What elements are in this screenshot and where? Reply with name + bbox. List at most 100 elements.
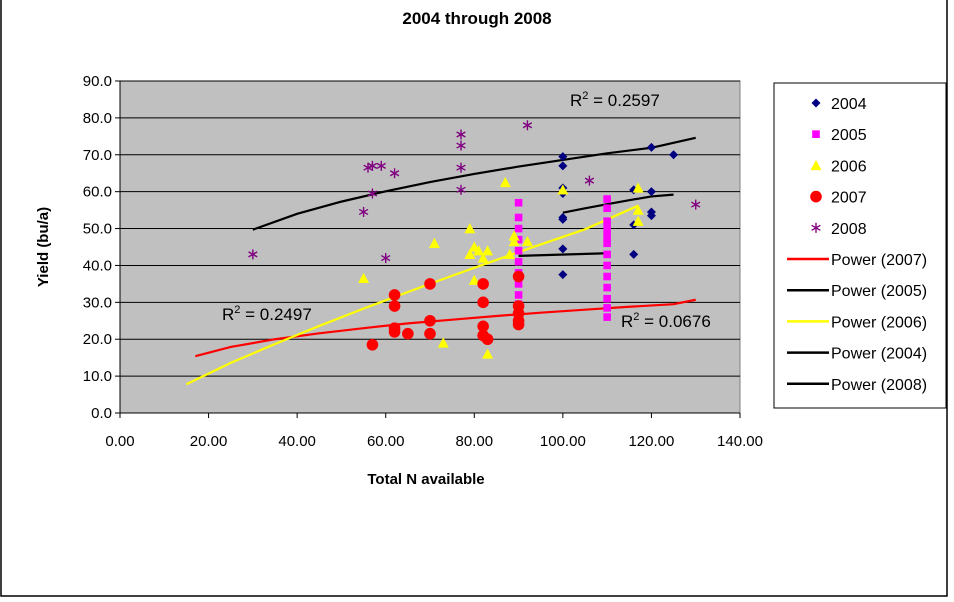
data-point xyxy=(424,278,436,290)
marker-stroke xyxy=(389,170,400,177)
data-point xyxy=(477,278,489,290)
axes: 0.0 10.0 20.0 30.0 40.0 50.0 60.0 70.0 80.0 90.0 0… xyxy=(83,73,763,450)
r-squared-label: R2 = 0.2597 xyxy=(570,90,660,110)
data-point xyxy=(646,211,656,221)
data-points xyxy=(248,120,701,359)
data-point xyxy=(557,184,569,195)
data-point xyxy=(603,204,611,213)
marker-stroke xyxy=(376,162,386,169)
r-squared-label: R2 = 0.2497 xyxy=(222,304,312,324)
data-point xyxy=(603,250,611,259)
data-point xyxy=(603,272,611,281)
r-value: = 0.2497 xyxy=(240,305,311,324)
data-point xyxy=(358,272,370,284)
data-point xyxy=(603,195,611,203)
data-point xyxy=(669,150,679,160)
y-tick-label: 40.0 xyxy=(83,257,112,274)
data-point xyxy=(248,249,258,260)
trendline xyxy=(195,298,696,358)
data-point xyxy=(473,245,485,256)
data-point xyxy=(477,320,489,333)
x-tick-label: 120.00 xyxy=(628,433,674,450)
data-point xyxy=(810,159,822,171)
data-point xyxy=(482,245,494,256)
data-point xyxy=(603,261,611,270)
data-point xyxy=(646,187,656,197)
legend: 2004 2005 2006 2007 2008 Power (2007) Power (2… xyxy=(787,96,927,394)
x-axis-label: Total N available xyxy=(367,471,484,488)
data-point xyxy=(367,160,378,171)
data-point xyxy=(629,249,639,259)
y-tick-label: 60.0 xyxy=(83,184,112,201)
data-point xyxy=(388,326,401,338)
data-point xyxy=(603,217,611,225)
marker-stroke xyxy=(367,190,378,197)
x-tick-label: 60.00 xyxy=(367,433,405,450)
y-tick-label: 70.0 xyxy=(83,147,112,164)
data-point xyxy=(388,300,401,312)
data-point xyxy=(632,182,644,193)
data-point xyxy=(603,313,611,321)
data-point xyxy=(603,304,611,312)
y-tick-label: 90.0 xyxy=(83,73,112,90)
data-point xyxy=(514,198,523,207)
marker-stroke xyxy=(358,208,369,216)
data-point xyxy=(632,215,644,226)
x-tick-label: 20.00 xyxy=(190,433,228,450)
x-tick-label: 140.00 xyxy=(717,433,763,450)
data-point xyxy=(646,142,656,152)
trendlines xyxy=(185,136,696,386)
y-tick-label: 50.0 xyxy=(83,221,112,238)
y-tick-label: 10.0 xyxy=(83,368,112,385)
marker-stroke xyxy=(522,122,533,129)
data-point xyxy=(424,327,436,340)
data-point xyxy=(477,296,489,309)
data-point xyxy=(514,280,523,288)
marker-stroke xyxy=(811,224,821,231)
r-superscript: 2 xyxy=(633,311,639,323)
data-point xyxy=(558,152,568,162)
legend-label: Power (2008) xyxy=(831,377,927,394)
data-point xyxy=(376,160,386,171)
trendline xyxy=(518,252,608,257)
data-point xyxy=(603,232,611,240)
marker-stroke xyxy=(456,186,466,193)
data-point xyxy=(514,291,523,299)
marker-stroke xyxy=(456,164,466,171)
data-point xyxy=(381,253,391,264)
data-point xyxy=(477,252,489,263)
data-point xyxy=(428,237,440,248)
data-point xyxy=(464,223,476,234)
data-point xyxy=(514,224,523,233)
data-point xyxy=(558,270,568,280)
data-point xyxy=(499,176,511,188)
data-point xyxy=(367,188,378,199)
data-point xyxy=(388,289,401,301)
data-point xyxy=(389,168,400,179)
data-point xyxy=(358,206,369,217)
data-point xyxy=(812,130,820,138)
legend-label: 2007 xyxy=(831,190,867,207)
marker-stroke xyxy=(456,142,466,149)
data-point xyxy=(508,235,520,247)
data-point xyxy=(811,98,821,108)
data-point xyxy=(584,175,595,186)
data-point xyxy=(522,120,533,131)
data-point xyxy=(437,337,449,348)
y-tick-label: 30.0 xyxy=(83,294,112,311)
legend-label: Power (2004) xyxy=(831,346,927,363)
data-point xyxy=(512,318,525,331)
chart-title: 2004 through 2008 xyxy=(402,9,551,28)
data-point xyxy=(424,314,436,327)
data-point xyxy=(691,199,701,210)
marker-stroke xyxy=(691,201,701,208)
marker-stroke xyxy=(248,251,258,258)
data-point xyxy=(508,230,520,241)
trendline xyxy=(185,204,639,386)
legend-label: 2006 xyxy=(831,158,867,175)
x-tick-label: 80.00 xyxy=(456,433,494,450)
data-point xyxy=(456,162,466,173)
marker-stroke xyxy=(381,254,391,262)
data-point xyxy=(521,235,533,247)
